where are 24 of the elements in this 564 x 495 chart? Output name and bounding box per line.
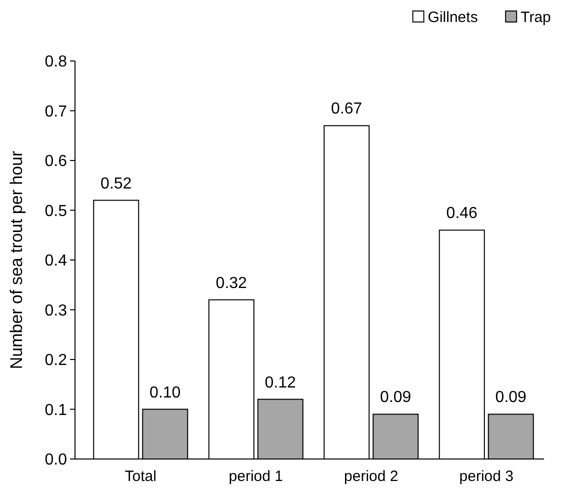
y-tick-label: 0.5 [44,202,68,220]
x-tick-label: period 3 [459,468,514,485]
y-tick-label: 0.1 [44,402,68,419]
x-tick-label: Total [124,468,156,485]
y-tick-label: 0.4 [44,252,68,270]
x-tick-label: period 2 [344,468,398,485]
y-tick-label: 0.8 [44,54,68,71]
data-label: 0.32 [216,274,248,292]
y-tick-label: 0.0 [44,452,68,469]
y-tick-label: 0.3 [44,302,68,320]
data-label: 0.46 [446,205,478,222]
y-tick-label: 0.7 [44,103,68,120]
x-tick-label: period 1 [228,468,283,485]
legend-label: Trap [520,9,551,26]
data-label: 0.10 [150,384,181,402]
data-label: 0.09 [380,389,412,406]
y-axis-title: Number of sea trout per hour [7,150,26,370]
y-tick-label: 0.6 [44,153,68,170]
data-label: 0.12 [264,374,296,392]
data-label: 0.67 [331,100,362,118]
legend-label: Gillnets [428,9,478,26]
data-label: 0.09 [495,389,527,406]
data-label: 0.52 [100,175,132,192]
y-tick-label: 0.2 [44,352,68,370]
